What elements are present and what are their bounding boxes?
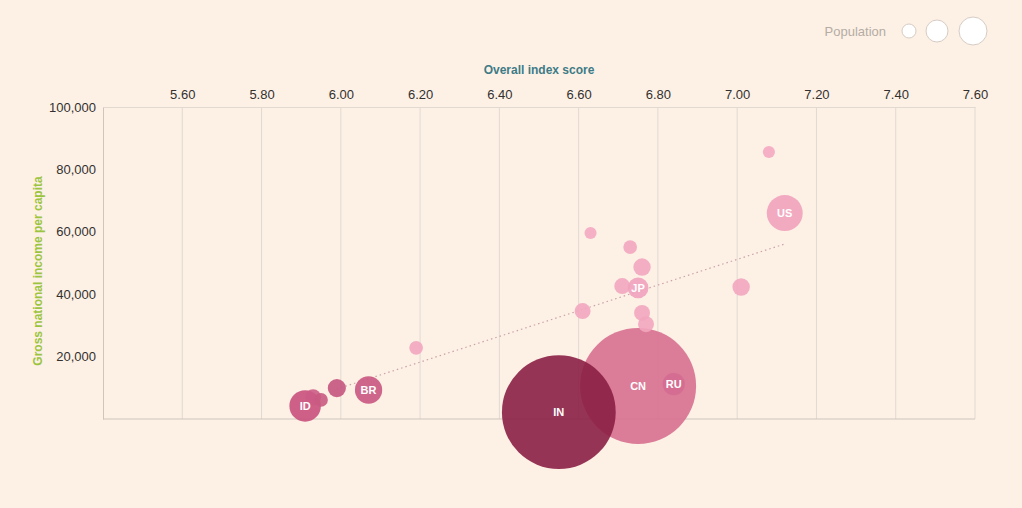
tick: 7.20 bbox=[804, 87, 829, 107]
y-axis-title: Gross national income per capita bbox=[31, 176, 45, 366]
tick: 5.80 bbox=[249, 87, 274, 107]
grid-line bbox=[340, 107, 341, 419]
tick-label: 5.60 bbox=[170, 87, 195, 102]
bubble-label: BR bbox=[361, 384, 377, 396]
bubble-label: RU bbox=[666, 378, 682, 390]
tick: 6.40 bbox=[487, 87, 512, 107]
chart: 5.60 5.80 6.00 6.20 6.40 6.60 6.80 7.00 7.20 7.40… bbox=[0, 0, 1022, 508]
bubble bbox=[767, 195, 803, 231]
tick: 5.60 bbox=[170, 87, 195, 107]
tick-label: 20,000 bbox=[56, 349, 96, 364]
legend: Population bbox=[825, 17, 987, 45]
grid-line bbox=[737, 107, 738, 419]
y-axis: 20,000 40,000 60,000 80,000 100,000 bbox=[49, 100, 104, 420]
x-axis-title: Overall index score bbox=[484, 63, 595, 77]
tick-label: 6.40 bbox=[487, 87, 512, 102]
tick: 7.00 bbox=[725, 87, 750, 107]
tick: 6.20 bbox=[408, 87, 433, 107]
tick-label: 7.60 bbox=[963, 87, 988, 102]
bubble bbox=[584, 227, 596, 239]
x-axis: 5.60 5.80 6.00 6.20 6.40 6.60 6.80 7.00 7.20 7.40… bbox=[104, 87, 989, 108]
grid-line bbox=[975, 107, 976, 419]
tick-label: 5.80 bbox=[249, 87, 274, 102]
bubble bbox=[502, 355, 616, 469]
tick-label: 7.00 bbox=[725, 87, 750, 102]
bubble-label: JP bbox=[631, 282, 644, 294]
axis-line bbox=[103, 108, 104, 420]
tick: 7.40 bbox=[884, 87, 909, 107]
tick: 6.60 bbox=[566, 87, 591, 107]
tick: 100,000 bbox=[49, 100, 103, 115]
bubble bbox=[355, 376, 382, 403]
background bbox=[0, 0, 1022, 508]
bubble bbox=[575, 303, 591, 319]
tick-label: 6.60 bbox=[566, 87, 591, 102]
tick: 60,000 bbox=[56, 224, 103, 239]
grid-line bbox=[420, 107, 421, 419]
tick-label: 6.20 bbox=[408, 87, 433, 102]
tick: 6.00 bbox=[329, 87, 354, 107]
tick-label: 7.40 bbox=[884, 87, 909, 102]
legend-title: Population bbox=[825, 24, 886, 39]
bubble-label: US bbox=[777, 207, 792, 219]
grid-line bbox=[182, 107, 183, 419]
bubble-label: ID bbox=[300, 400, 311, 412]
bubble bbox=[763, 146, 775, 158]
bubble bbox=[628, 278, 649, 299]
legend-symbol bbox=[926, 20, 948, 42]
bubble bbox=[614, 278, 630, 294]
bubble bbox=[314, 393, 328, 407]
grid-line bbox=[816, 107, 817, 419]
bubble bbox=[638, 316, 654, 332]
tick-label: 7.20 bbox=[804, 87, 829, 102]
bubble-label: CN bbox=[630, 380, 646, 392]
plot-area bbox=[289, 146, 802, 469]
tick: 20,000 bbox=[56, 349, 103, 364]
tick-label: 80,000 bbox=[56, 162, 96, 177]
bubble bbox=[328, 379, 346, 397]
bubble bbox=[663, 373, 685, 395]
tick: 6.80 bbox=[646, 87, 671, 107]
grid-line bbox=[261, 107, 262, 419]
bubble bbox=[289, 390, 321, 422]
bubble-label: IN bbox=[553, 406, 564, 418]
bubble bbox=[732, 278, 749, 295]
tick: 80,000 bbox=[56, 162, 103, 177]
tick-label: 6.00 bbox=[329, 87, 354, 102]
legend-symbol bbox=[959, 17, 987, 45]
tick: 7.60 bbox=[963, 87, 988, 107]
grid-line bbox=[499, 107, 500, 419]
tick-label: 100,000 bbox=[49, 100, 96, 115]
bubble bbox=[633, 258, 650, 275]
legend-symbol bbox=[902, 24, 916, 38]
tick-label: 60,000 bbox=[56, 224, 96, 239]
tick-label: 40,000 bbox=[56, 287, 96, 302]
bubble-labels: ID BR CN IN RU JP US bbox=[300, 207, 793, 418]
bubble bbox=[623, 240, 637, 254]
tick-label: 6.80 bbox=[646, 87, 671, 102]
axis-line bbox=[104, 107, 976, 108]
tick: 40,000 bbox=[56, 287, 103, 302]
grid-line bbox=[895, 107, 896, 419]
bubble bbox=[409, 341, 423, 355]
